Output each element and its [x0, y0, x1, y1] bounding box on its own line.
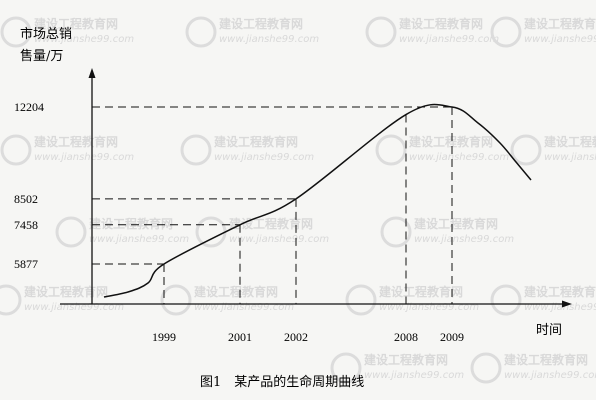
watermark-text-en: www.jianshe99.com: [219, 34, 319, 45]
watermark-text-cn: 建设工程教育网: [23, 284, 108, 299]
watermark-logo-icon: [195, 216, 227, 248]
watermark-text-en: www.jianshe99.com: [524, 302, 596, 313]
watermark-text-cn: 建设工程教育网: [33, 16, 118, 31]
watermark-logo-icon: [470, 352, 502, 384]
watermark-text-cn: 建设工程教育网: [88, 216, 173, 231]
watermark-text-cn: 建设工程教育网: [408, 134, 493, 149]
watermark-tile: 建设工程教育网 www.jianshe99.com: [180, 134, 314, 166]
x-axis-label: 时间: [536, 323, 562, 338]
figure-caption: 图1 某产品的生命周期曲线: [200, 374, 364, 390]
watermark-tile: 建设工程教育网 www.jianshe99.com: [55, 216, 189, 248]
watermark-text-en: www.jianshe99.com: [409, 152, 509, 163]
y-tick-12204: 12204: [14, 100, 44, 114]
y-tick-5877: 5877: [14, 257, 38, 271]
x-tick-labels: 1999 2001 2002 2008 2009: [152, 330, 464, 344]
watermark-text-en: www.jianshe99.com: [524, 34, 596, 45]
watermark-logo-icon: [330, 352, 362, 384]
x-tick-2002: 2002: [284, 330, 308, 344]
watermark-logo-icon: [160, 284, 192, 316]
watermark-tile: 建设工程教育网 www.jianshe99.com: [365, 16, 499, 48]
y-tick-7458: 7458: [14, 218, 38, 232]
watermark-tile: 建设工程教育网 www.jianshe99.com: [0, 134, 134, 166]
watermark-logo-icon: [365, 16, 397, 48]
watermark-logo-icon: [375, 134, 407, 166]
watermark-text-cn: 建设工程教育网: [523, 284, 596, 299]
watermark-tile: 建设工程教育网 www.jianshe99.com: [160, 284, 294, 316]
watermark-text-cn: 建设工程教育网: [363, 352, 448, 367]
watermark-logo-icon: [0, 16, 32, 48]
watermark-text-en: www.jianshe99.com: [34, 152, 134, 163]
x-tick-2001: 2001: [228, 330, 252, 344]
watermark-logo-icon: [0, 284, 22, 316]
watermark-text-en: www.jianshe99.com: [544, 152, 596, 163]
watermark-text-cn: 建设工程教育网: [33, 134, 118, 149]
y-axis-arrow: [88, 68, 96, 78]
watermark-tile: 建设工程教育网 www.jianshe99.com: [185, 16, 319, 48]
watermark-text-en: www.jianshe99.com: [229, 234, 329, 245]
watermark-logo-icon: [380, 216, 412, 248]
y-axis-label-line1: 市场总销: [20, 26, 72, 42]
y-tick-8502: 8502: [14, 192, 38, 206]
watermark-text-en: www.jianshe99.com: [34, 34, 134, 45]
watermark-tile: 建设工程教育网 www.jianshe99.com: [510, 134, 596, 166]
watermark-text-en: www.jianshe99.com: [89, 234, 189, 245]
watermark-text-cn: 建设工程教育网: [503, 352, 588, 367]
y-tick-labels: 5877 7458 8502 12204: [14, 100, 44, 271]
watermark-text-en: www.jianshe99.com: [379, 302, 479, 313]
watermark-logo-icon: [490, 284, 522, 316]
watermark-tile: 建设工程教育网 www.jianshe99.com: [380, 216, 514, 248]
watermark-text-en: www.jianshe99.com: [364, 370, 464, 381]
watermark-tile: 建设工程教育网 www.jianshe99.com: [0, 16, 134, 48]
watermark-text-cn: 建设工程教育网: [523, 16, 596, 31]
x-tick-2008: 2008: [394, 330, 418, 344]
watermark-tile: 建设工程教育网 www.jianshe99.com: [330, 352, 464, 384]
watermark-layer: 建设工程教育网 www.jianshe99.com 建设工程教育网 www.jians…: [0, 16, 596, 384]
watermark-tile: 建设工程教育网 www.jianshe99.com: [0, 284, 124, 316]
watermark-text-en: www.jianshe99.com: [214, 152, 314, 163]
x-axis-arrow: [562, 300, 572, 308]
watermark-logo-icon: [345, 284, 377, 316]
watermark-text-cn: 建设工程教育网: [213, 134, 298, 149]
watermark-text-en: www.jianshe99.com: [194, 302, 294, 313]
watermark-text-cn: 建设工程教育网: [193, 284, 278, 299]
watermark-tile: 建设工程教育网 www.jianshe99.com: [375, 134, 509, 166]
watermark-logo-icon: [180, 134, 212, 166]
watermark-text-cn: 建设工程教育网: [398, 16, 483, 31]
life-cycle-curve: [103, 103, 532, 298]
watermark-text-cn: 建设工程教育网: [378, 284, 463, 299]
x-tick-2009: 2009: [440, 330, 464, 344]
watermark-text-en: www.jianshe99.com: [399, 34, 499, 45]
guide-lines: [92, 106, 453, 304]
watermark-text-cn: 建设工程教育网: [228, 216, 313, 231]
watermark-logo-icon: [55, 216, 87, 248]
watermark-text-cn: 建设工程教育网: [413, 216, 498, 231]
watermark-tile: 建设工程教育网 www.jianshe99.com: [490, 16, 596, 48]
watermark-text-en: www.jianshe99.com: [24, 302, 124, 313]
watermark-text-cn: 建设工程教育网: [543, 134, 596, 149]
x-tick-1999: 1999: [152, 330, 176, 344]
watermark-logo-icon: [0, 134, 32, 166]
y-axis-label-line2: 售量/万: [20, 48, 63, 64]
watermark-logo-icon: [490, 16, 522, 48]
watermark-text-cn: 建设工程教育网: [218, 16, 303, 31]
watermark-text-en: www.jianshe99.com: [504, 370, 596, 381]
watermark-tile: 建设工程教育网 www.jianshe99.com: [195, 216, 329, 248]
watermark-tile: 建设工程教育网 www.jianshe99.com: [345, 284, 479, 316]
watermark-logo-icon: [510, 134, 542, 166]
watermark-tile: 建设工程教育网 www.jianshe99.com: [490, 284, 596, 316]
watermark-text-en: www.jianshe99.com: [414, 234, 514, 245]
watermark-tile: 建设工程教育网 www.jianshe99.com: [470, 352, 596, 384]
watermark-logo-icon: [185, 16, 217, 48]
